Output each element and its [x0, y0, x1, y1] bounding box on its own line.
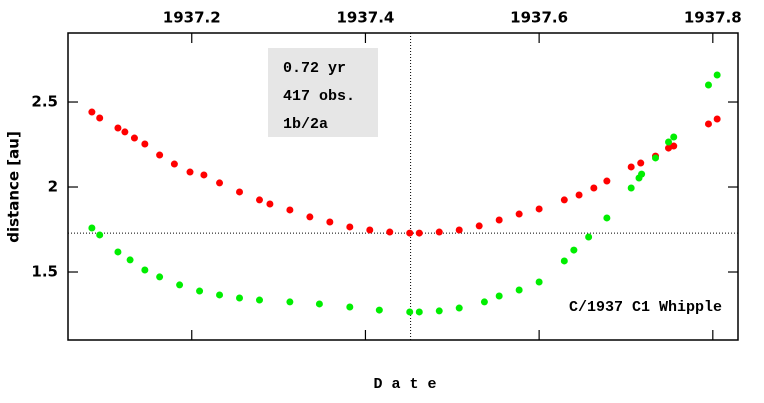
- data-point: [535, 205, 543, 213]
- data-point: [455, 226, 463, 234]
- data-point: [570, 246, 578, 254]
- data-point: [141, 140, 149, 148]
- data-point: [306, 213, 314, 221]
- data-point: [415, 308, 423, 316]
- data-point: [216, 179, 224, 187]
- data-point: [651, 154, 659, 162]
- data-point: [375, 306, 383, 314]
- data-point: [415, 229, 423, 237]
- x-tick-label: 1937.4: [336, 9, 394, 27]
- y-tick-label: 1.5: [31, 263, 58, 281]
- data-point: [455, 304, 463, 312]
- data-point: [590, 184, 598, 192]
- data-point: [386, 228, 394, 236]
- data-point: [176, 281, 184, 289]
- data-point: [637, 159, 645, 167]
- data-point: [575, 191, 583, 199]
- data-point: [638, 170, 646, 178]
- data-point: [286, 298, 294, 306]
- data-point: [704, 120, 712, 128]
- data-point: [713, 71, 721, 79]
- data-point: [603, 177, 611, 185]
- data-point: [121, 128, 129, 136]
- data-point: [670, 142, 678, 150]
- y-tick-label: 2: [48, 178, 58, 196]
- data-point: [200, 171, 208, 179]
- data-point: [435, 228, 443, 236]
- data-point: [535, 278, 543, 286]
- info-text: 1b/2a: [283, 116, 328, 133]
- data-point: [346, 303, 354, 311]
- data-point: [126, 256, 134, 264]
- data-point: [665, 138, 673, 146]
- data-point: [255, 196, 263, 204]
- data-point: [627, 163, 635, 171]
- data-point: [670, 133, 678, 141]
- data-point: [96, 114, 104, 122]
- data-point: [236, 294, 244, 302]
- info-text: 417 obs.: [283, 88, 355, 105]
- data-point: [141, 266, 149, 274]
- y-axis-label: distance [au]: [5, 131, 23, 243]
- x-tick-label: 1937.2: [163, 9, 221, 27]
- x-tick-label: 1937.6: [510, 9, 568, 27]
- data-point: [286, 206, 294, 214]
- data-point: [495, 216, 503, 224]
- data-point: [114, 248, 122, 256]
- data-point: [130, 134, 138, 142]
- data-point: [406, 308, 414, 316]
- data-point: [255, 296, 263, 304]
- info-box: [268, 48, 378, 137]
- data-point: [216, 291, 224, 299]
- data-point: [88, 224, 96, 232]
- plot-frame: [67, 32, 739, 341]
- data-point: [495, 292, 503, 300]
- data-point: [515, 210, 523, 218]
- data-point: [114, 124, 122, 132]
- data-point: [585, 233, 593, 241]
- data-point: [560, 257, 568, 265]
- info-text: 0.72 yr: [283, 60, 346, 77]
- data-point: [266, 200, 274, 208]
- data-point: [560, 196, 568, 204]
- data-point: [475, 222, 483, 230]
- data-point: [326, 218, 334, 226]
- data-point: [435, 307, 443, 315]
- data-point: [346, 223, 354, 231]
- data-point: [603, 214, 611, 222]
- data-point: [186, 168, 194, 176]
- data-point: [236, 188, 244, 196]
- data-point: [713, 115, 721, 123]
- data-point: [366, 226, 374, 234]
- data-point: [315, 300, 323, 308]
- data-point: [196, 287, 204, 295]
- x-tick-label: 1937.8: [684, 9, 742, 27]
- data-point: [406, 229, 414, 237]
- data-point: [515, 286, 523, 294]
- data-point: [96, 231, 104, 239]
- data-point: [88, 108, 96, 116]
- x-axis-label: D a t e: [373, 376, 436, 393]
- data-point: [704, 81, 712, 89]
- comet-label: C/1937 C1 Whipple: [569, 299, 722, 316]
- data-point: [480, 298, 488, 306]
- data-point: [170, 160, 178, 168]
- y-tick-label: 2.5: [31, 93, 58, 111]
- data-point: [156, 151, 164, 159]
- data-point: [156, 273, 164, 281]
- data-point: [627, 184, 635, 192]
